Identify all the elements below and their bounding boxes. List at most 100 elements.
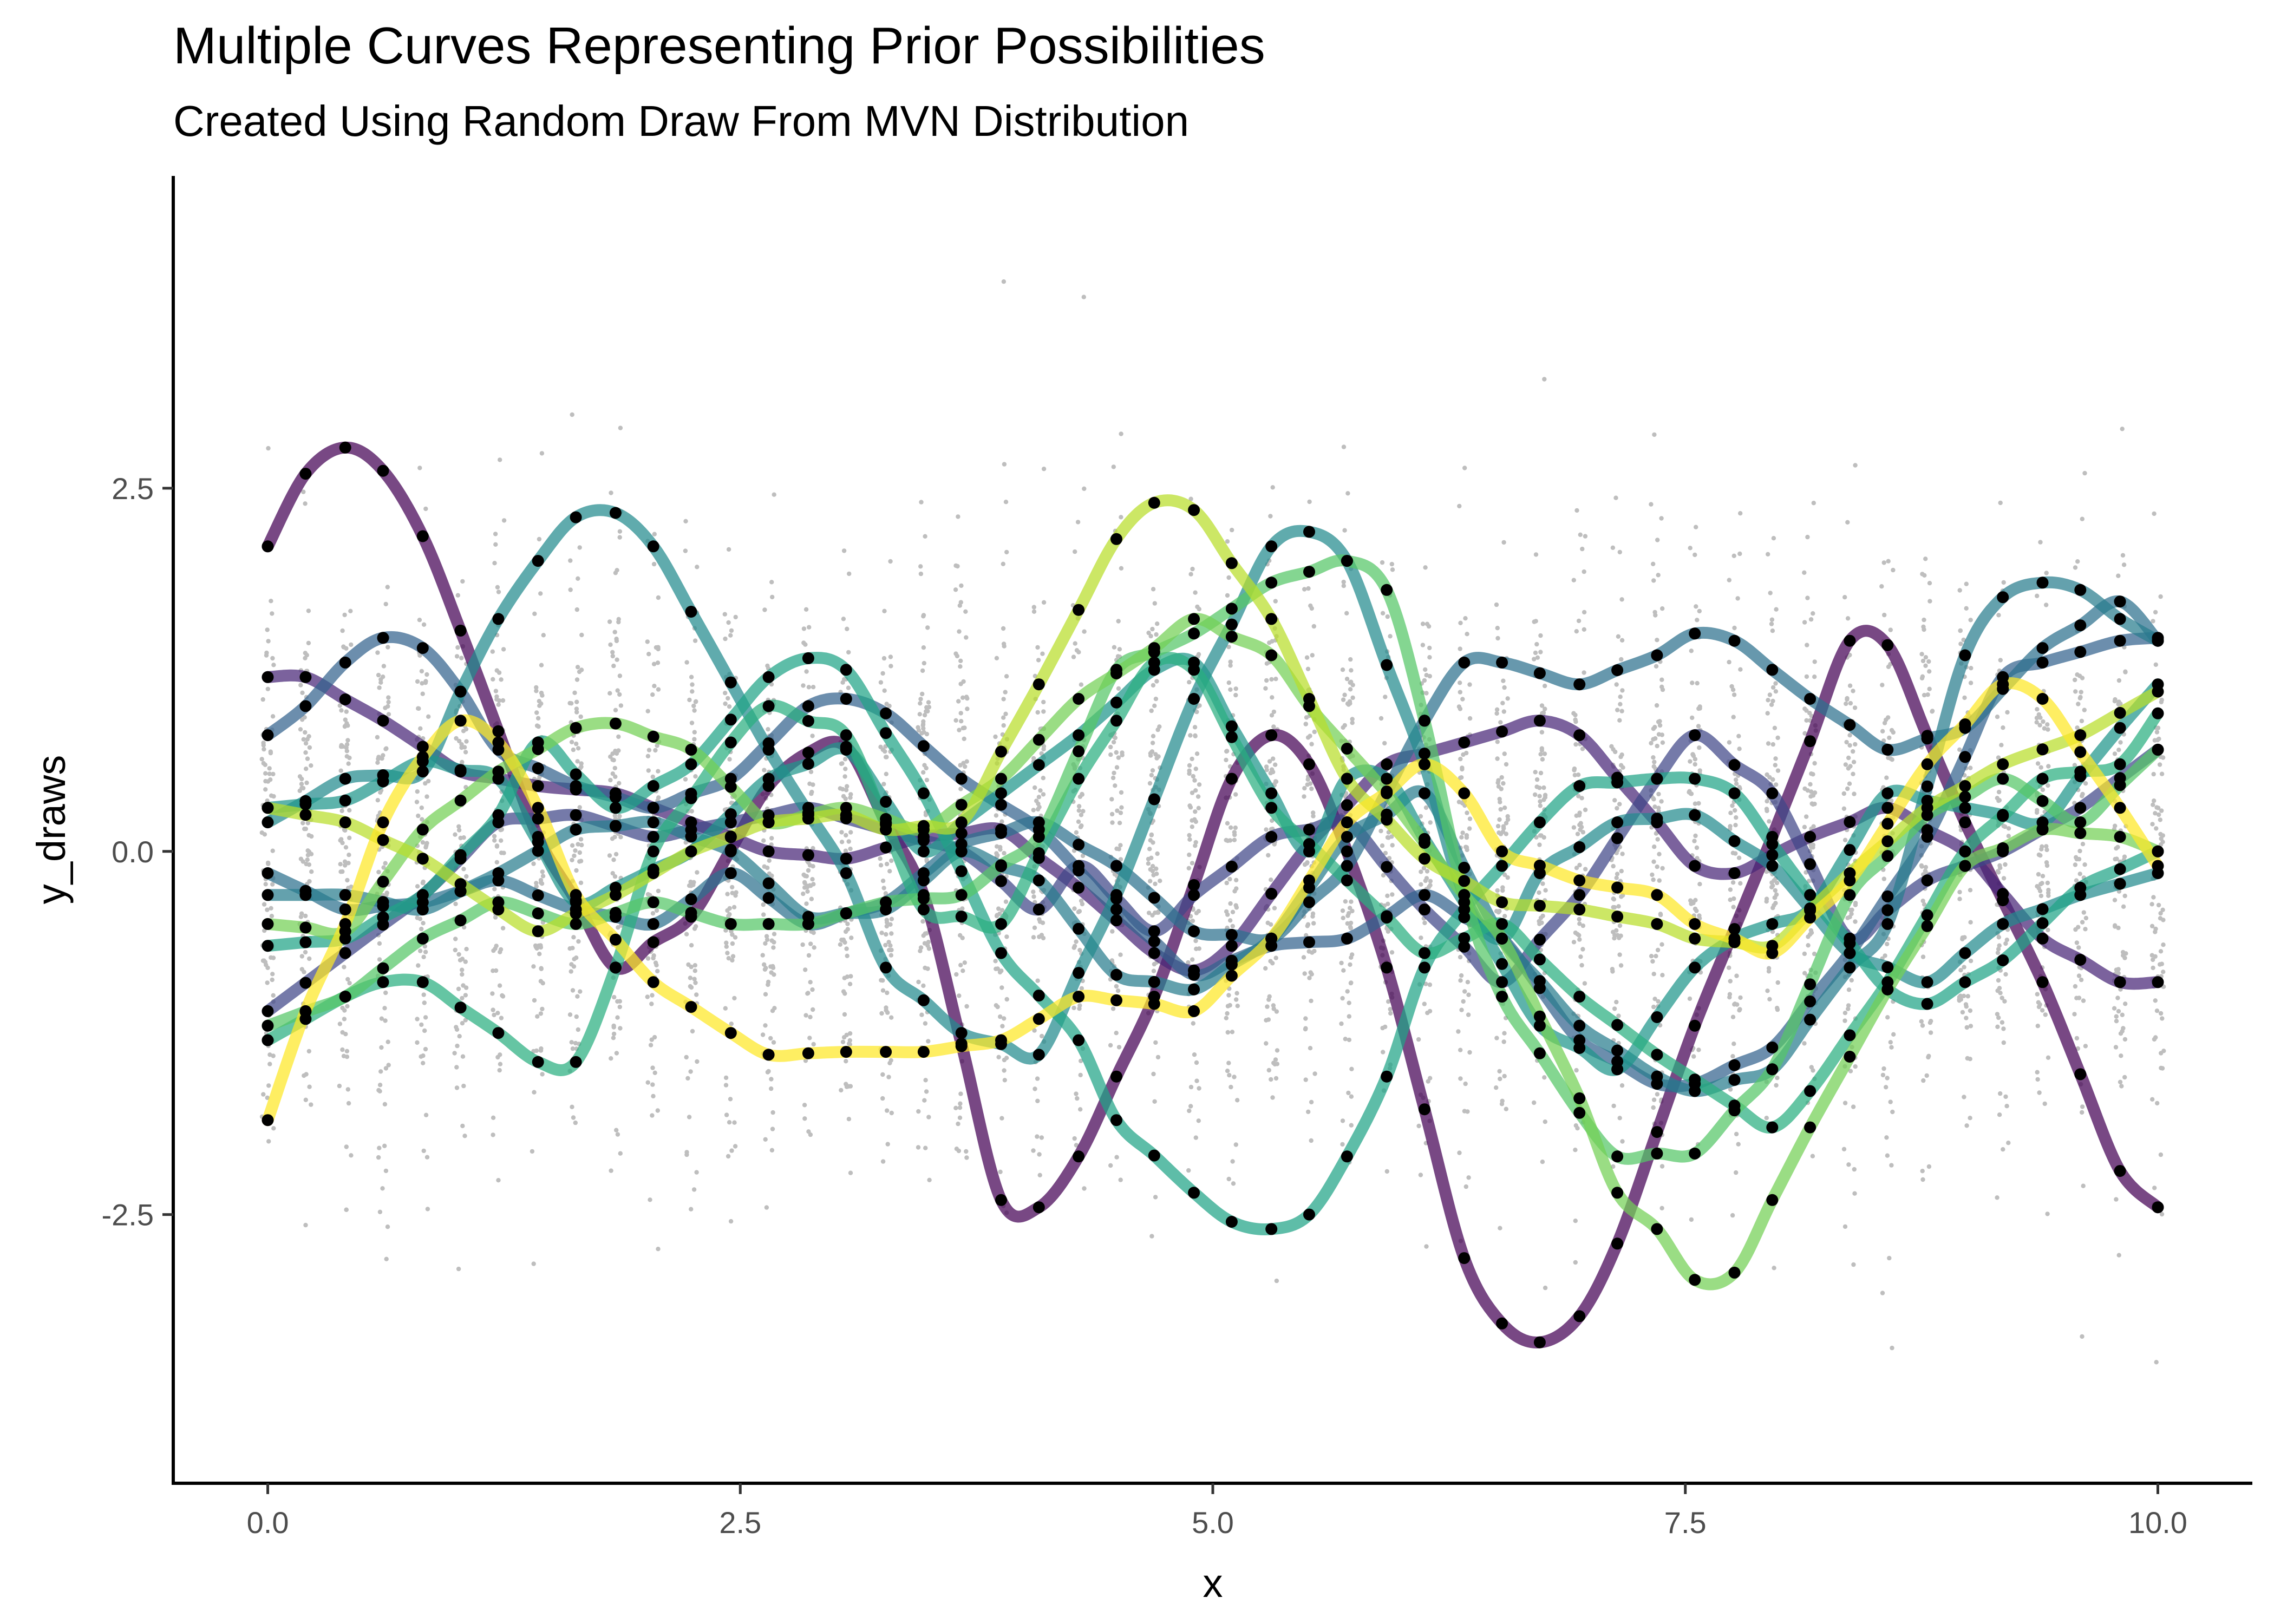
background-draw-point (1542, 1075, 1547, 1080)
background-draw-point (1697, 882, 1702, 887)
background-draw-point (530, 1149, 535, 1154)
curve-point (1689, 627, 1701, 640)
background-draw-point (683, 548, 688, 553)
background-draw-point (464, 739, 469, 744)
background-draw-point (1381, 873, 1386, 878)
background-draw-point (1654, 703, 1659, 708)
background-draw-point (1693, 552, 1697, 558)
background-draw-point (2151, 895, 2156, 900)
curve-point (299, 977, 312, 989)
curve-point (1573, 889, 1586, 901)
background-draw-point (1466, 1012, 1471, 1017)
curve-point (880, 727, 892, 739)
background-draw-point (846, 839, 851, 844)
background-draw-point (1999, 743, 2004, 748)
background-draw-point (1541, 785, 1546, 790)
background-draw-point (884, 932, 888, 937)
background-draw-point (1808, 794, 1813, 799)
background-draw-point (1616, 904, 1621, 909)
curve-point (724, 713, 737, 726)
background-draw-point (269, 906, 273, 911)
background-draw-point (1269, 878, 1273, 882)
background-draw-point (1849, 912, 1854, 916)
background-draw-point (1805, 595, 1810, 600)
background-draw-point (491, 948, 496, 953)
background-draw-point (692, 963, 698, 968)
background-draw-point (342, 859, 348, 864)
background-draw-point (651, 955, 656, 961)
background-draw-point (1031, 894, 1036, 899)
curve-point (532, 555, 544, 567)
background-draw-point (1341, 579, 1346, 585)
background-draw-point (617, 999, 623, 1004)
background-draw-point (1919, 864, 1924, 869)
background-draw-point (454, 654, 460, 659)
background-draw-point (645, 994, 650, 999)
background-draw-point (612, 874, 618, 879)
background-draw-point (1620, 852, 1625, 856)
background-draw-point (539, 451, 545, 456)
background-draw-point (887, 869, 892, 874)
background-draw-point (491, 1115, 496, 1120)
curve-point (840, 729, 852, 742)
background-draw-point (730, 890, 735, 895)
background-draw-point (1733, 823, 1738, 828)
background-draw-point (684, 1150, 689, 1155)
background-draw-point (378, 677, 383, 682)
curve-point (1689, 1019, 1701, 1032)
background-draw-point (1112, 770, 1116, 776)
background-draw-point (841, 617, 846, 621)
background-draw-point (537, 536, 542, 542)
background-draw-point (762, 967, 768, 972)
curve-point (1458, 1252, 1471, 1265)
background-draw-point (656, 795, 661, 800)
background-draw-point (496, 590, 501, 594)
background-draw-point (766, 727, 770, 732)
background-draw-point (1312, 1071, 1317, 1076)
background-draw-point (615, 688, 620, 693)
curve-point (1225, 731, 1238, 743)
curve-point (1496, 656, 1508, 669)
background-draw-point (415, 1040, 420, 1045)
background-draw-point (303, 501, 308, 506)
background-draw-point (1841, 806, 1847, 811)
background-draw-point (1764, 869, 1769, 874)
background-draw-point (377, 957, 382, 962)
background-draw-point (1928, 1030, 1933, 1035)
background-draw-point (1116, 619, 1121, 624)
background-draw-point (761, 912, 766, 917)
background-draw-point (1846, 987, 1852, 992)
background-draw-point (1730, 1054, 1735, 1059)
background-draw-point (1573, 1260, 1578, 1265)
background-draw-point (1844, 701, 1848, 706)
background-draw-point (383, 1168, 389, 1174)
background-draw-point (2114, 846, 2119, 851)
background-draw-point (1540, 881, 1545, 886)
background-draw-point (1349, 1123, 1354, 1128)
background-draw-point (957, 993, 962, 998)
background-draw-point (535, 1014, 540, 1019)
background-draw-point (375, 650, 380, 655)
background-draw-point (916, 1145, 921, 1150)
curve-point (1110, 1114, 1122, 1127)
background-draw-point (1533, 552, 1539, 557)
background-draw-point (999, 985, 1004, 990)
background-draw-point (455, 645, 460, 650)
background-draw-point (917, 712, 923, 717)
curve-point (1341, 845, 1353, 857)
background-draw-point (921, 770, 926, 775)
background-draw-point (1968, 920, 1973, 925)
background-draw-point (267, 766, 272, 771)
background-draw-point (964, 1004, 969, 1009)
background-draw-point (1082, 629, 1087, 634)
background-draw-point (1149, 1234, 1154, 1239)
background-draw-point (271, 794, 276, 799)
background-draw-point (883, 942, 888, 948)
background-draw-point (1812, 801, 1817, 807)
curve-point (1611, 664, 1624, 676)
background-draw-point (1804, 674, 1809, 679)
curve-point (339, 441, 351, 454)
background-draw-point (1264, 1041, 1269, 1046)
curve-point (1611, 832, 1624, 844)
curve-point (685, 758, 697, 770)
